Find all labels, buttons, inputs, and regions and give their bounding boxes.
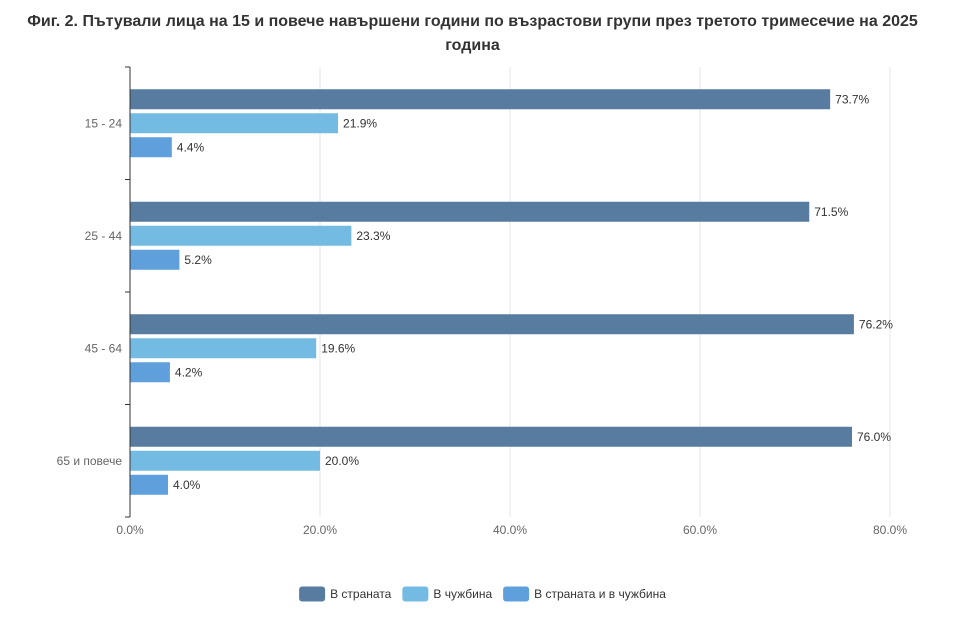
- data-label: 73.7%: [835, 92, 869, 106]
- bar[interactable]: [130, 201, 810, 222]
- x-tick-label: 80.0%: [873, 523, 907, 537]
- category-label: 25 - 44: [85, 229, 123, 243]
- category-label: 45 - 64: [85, 341, 123, 355]
- bar[interactable]: [130, 249, 180, 270]
- bar[interactable]: [130, 137, 172, 158]
- bar[interactable]: [130, 474, 168, 495]
- x-tick-label: 20.0%: [303, 523, 337, 537]
- data-label: 76.0%: [857, 430, 891, 444]
- data-label: 71.5%: [814, 205, 848, 219]
- legend[interactable]: В страната В чужбина В страната и в чужбин…: [299, 586, 666, 602]
- data-label: 20.0%: [325, 454, 359, 468]
- category-label: 65 и повече: [57, 454, 123, 468]
- data-label: 19.6%: [321, 341, 355, 355]
- axes: 0.0% 20.0% 40.0% 60.0% 80.0% 15 - 24 25 - 44 45…: [57, 66, 907, 537]
- data-label: 4.2%: [175, 365, 203, 379]
- bar[interactable]: [130, 362, 170, 383]
- legend-swatch[interactable]: [503, 586, 530, 602]
- data-label: 76.2%: [859, 317, 893, 331]
- bar[interactable]: [130, 426, 852, 447]
- category-label: 15 - 24: [85, 116, 123, 130]
- legend-label[interactable]: В чужбина: [433, 587, 492, 601]
- legend-swatch[interactable]: [299, 586, 326, 602]
- bar[interactable]: [130, 225, 352, 246]
- bar[interactable]: [130, 113, 339, 134]
- x-tick-label: 60.0%: [683, 523, 717, 537]
- data-label: 21.9%: [343, 116, 377, 130]
- legend-label[interactable]: В страната и в чужбина: [534, 587, 666, 601]
- x-tick-label: 40.0%: [493, 523, 527, 537]
- data-label: 5.2%: [184, 253, 212, 267]
- data-label: 4.0%: [173, 478, 201, 492]
- bar[interactable]: [130, 338, 317, 359]
- chart-title: Фиг. 2. Пътували лица на 15 и повече нав…: [27, 13, 918, 54]
- legend-label[interactable]: В страната: [330, 587, 392, 601]
- bar[interactable]: [130, 314, 854, 335]
- data-label: 23.3%: [356, 229, 390, 243]
- bars: 73.7% 21.9% 4.4% 71.5% 23.3% 5.2% 76.2% 19.6% 4.…: [130, 89, 893, 495]
- bar[interactable]: [130, 450, 320, 471]
- x-tick-label: 0.0%: [116, 523, 144, 537]
- data-label: 4.4%: [177, 140, 205, 154]
- legend-swatch[interactable]: [402, 586, 429, 602]
- gridlines: [319, 67, 891, 517]
- bar[interactable]: [130, 89, 831, 110]
